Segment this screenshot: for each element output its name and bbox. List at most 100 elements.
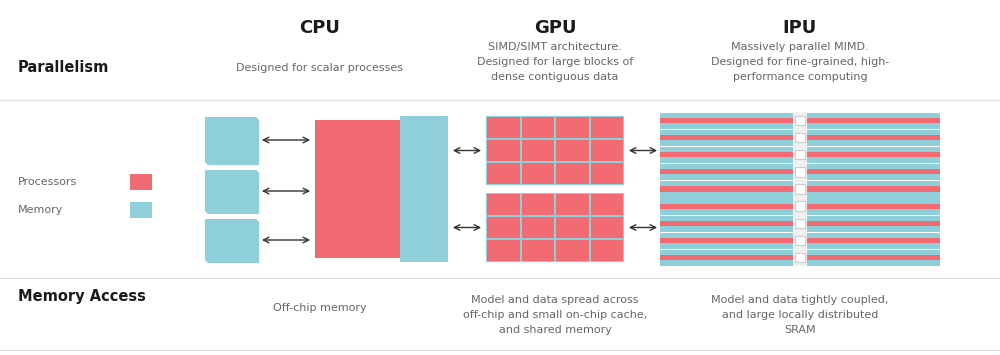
Bar xyxy=(795,201,805,211)
Bar xyxy=(807,135,940,140)
Bar xyxy=(590,240,623,261)
Bar xyxy=(807,249,940,250)
Bar xyxy=(807,238,940,243)
Bar xyxy=(130,174,152,190)
Bar xyxy=(807,221,940,226)
Bar xyxy=(487,163,520,184)
Bar xyxy=(660,112,793,113)
Bar xyxy=(556,217,588,238)
Bar xyxy=(795,150,805,159)
Bar xyxy=(590,163,623,184)
Bar xyxy=(795,167,805,176)
Bar xyxy=(487,217,520,238)
Bar xyxy=(590,140,623,161)
Bar xyxy=(807,163,940,164)
Bar xyxy=(522,163,554,184)
Bar xyxy=(807,169,940,174)
Bar xyxy=(556,194,588,215)
Text: Memory: Memory xyxy=(18,205,63,215)
Bar xyxy=(590,240,623,261)
Text: Memory Access: Memory Access xyxy=(18,289,146,305)
Bar xyxy=(556,163,588,184)
Bar xyxy=(660,135,793,140)
Bar xyxy=(400,116,448,262)
Bar xyxy=(590,194,623,215)
Bar xyxy=(660,221,793,226)
Bar xyxy=(660,163,793,164)
Bar xyxy=(556,117,588,138)
Bar xyxy=(205,170,257,212)
Bar xyxy=(662,116,710,262)
Bar xyxy=(556,163,588,184)
Bar xyxy=(522,163,554,184)
Bar xyxy=(522,194,554,215)
Bar xyxy=(315,120,405,258)
Text: Model and data tightly coupled,
and large locally distributed
SRAM: Model and data tightly coupled, and larg… xyxy=(711,295,889,335)
Bar xyxy=(486,116,624,185)
Bar xyxy=(660,249,793,250)
Text: GPU: GPU xyxy=(534,19,576,37)
Bar xyxy=(660,129,793,130)
Bar xyxy=(487,194,520,215)
Bar xyxy=(590,194,623,215)
Bar xyxy=(795,116,805,125)
Bar xyxy=(130,202,152,218)
Text: Parallelism: Parallelism xyxy=(18,60,109,76)
Bar xyxy=(522,117,554,138)
Text: IPU: IPU xyxy=(783,19,817,37)
Bar xyxy=(487,217,520,238)
Bar xyxy=(205,117,257,163)
Text: SIMD/SIMT architecture.
Designed for large blocks of
dense contiguous data: SIMD/SIMT architecture. Designed for lar… xyxy=(477,42,633,82)
Bar xyxy=(807,180,940,181)
Bar xyxy=(660,180,793,181)
Bar xyxy=(793,112,807,266)
Text: Massively parallel MIMD.
Designed for fine-grained, high-
performance computing: Massively parallel MIMD. Designed for fi… xyxy=(711,42,889,82)
Bar xyxy=(660,169,793,174)
Bar xyxy=(807,146,940,147)
Bar xyxy=(660,197,793,198)
Bar xyxy=(590,217,623,238)
Bar xyxy=(807,112,940,113)
Bar xyxy=(487,194,520,215)
Bar xyxy=(522,194,554,215)
Bar xyxy=(207,119,259,165)
Bar xyxy=(807,232,940,233)
Bar xyxy=(660,152,793,157)
Bar xyxy=(487,240,520,261)
Text: CPU: CPU xyxy=(300,19,340,37)
Bar xyxy=(807,203,940,209)
Bar xyxy=(660,232,793,233)
Bar xyxy=(807,152,940,157)
Bar xyxy=(522,240,554,261)
Bar xyxy=(556,240,588,261)
Bar xyxy=(556,217,588,238)
Text: Designed for scalar processes: Designed for scalar processes xyxy=(237,63,404,73)
Bar xyxy=(807,118,940,123)
Bar xyxy=(590,117,623,138)
Bar xyxy=(807,255,940,260)
Bar xyxy=(556,140,588,161)
Bar xyxy=(522,140,554,161)
Bar xyxy=(486,193,624,262)
Bar xyxy=(556,194,588,215)
Bar xyxy=(807,186,940,192)
Bar xyxy=(487,140,520,161)
Bar xyxy=(807,197,940,198)
Text: Model and data spread across
off-chip and small on-chip cache,
and shared memory: Model and data spread across off-chip an… xyxy=(463,295,647,335)
Bar xyxy=(487,140,520,161)
Bar xyxy=(590,140,623,161)
Bar xyxy=(590,163,623,184)
Bar xyxy=(660,146,793,147)
Bar xyxy=(522,217,554,238)
Bar xyxy=(660,203,793,209)
Bar xyxy=(487,117,520,138)
Bar xyxy=(556,117,588,138)
Bar xyxy=(807,129,940,130)
Bar xyxy=(205,219,257,261)
Bar xyxy=(660,238,793,243)
Bar xyxy=(590,117,623,138)
Text: Off-chip memory: Off-chip memory xyxy=(273,303,367,313)
Bar xyxy=(590,217,623,238)
Bar xyxy=(795,236,805,245)
Bar xyxy=(487,163,520,184)
